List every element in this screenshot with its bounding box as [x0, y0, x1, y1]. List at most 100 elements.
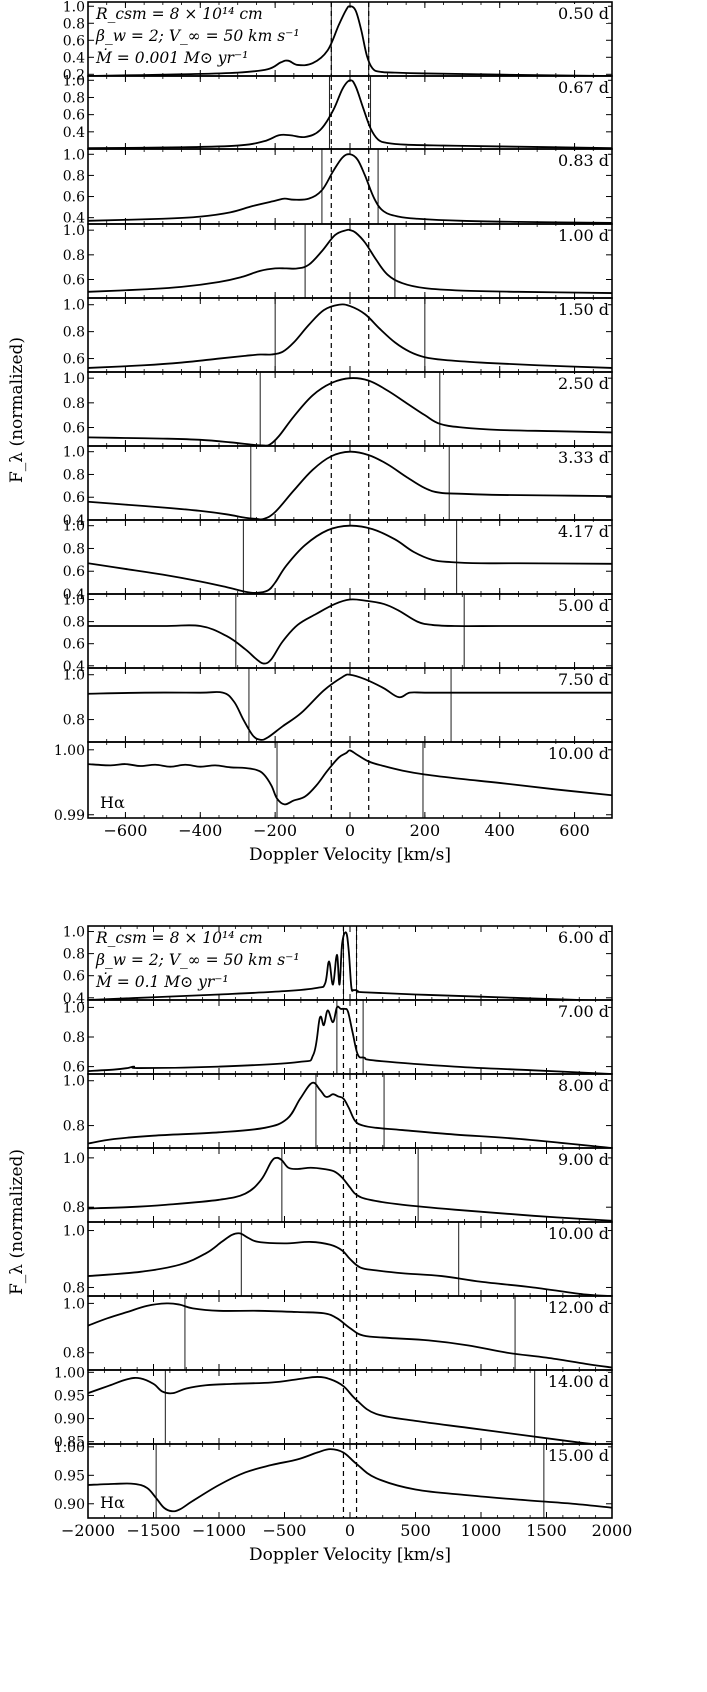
spectrum-line — [88, 1156, 612, 1222]
panel-frame — [87, 1147, 613, 1223]
y-tick-label: 0.95 — [54, 1468, 85, 1484]
spectrum-line — [88, 228, 612, 294]
epoch-label-bg — [553, 1150, 608, 1169]
epoch-label-bg — [553, 1372, 608, 1391]
panel-10.00d: 0.8 1.0 10.00 d — [63, 1221, 613, 1297]
line-label: Hα — [100, 793, 125, 812]
epoch-label-bg — [553, 1002, 608, 1021]
x-tick-label: 200 — [410, 821, 441, 840]
chart-1: 0.20.40.60.81.0 0.50 dR_csm = 8 × 10¹⁴ cm… — [7, 0, 613, 865]
y-tick-label: 1.0 — [63, 1296, 85, 1312]
panel-8.00d: 0.8 1.0 8.00 d — [63, 1073, 613, 1149]
epoch-label-bg — [553, 78, 608, 97]
y-tick-label: 0.8 — [63, 1119, 85, 1135]
panel-14.00d: 0.85 0.90 0.95 1.00 14.00 d — [54, 1365, 613, 1451]
epoch-label-bg — [553, 670, 608, 689]
y-tick-label: 0.2 — [63, 67, 85, 83]
y-tick-label: 1.0 — [63, 925, 85, 941]
y-tick-label: 0.8 — [63, 16, 85, 32]
spectrum-line — [88, 377, 612, 446]
panel-3.33d: 0.4 0.6 0.8 1.0 3.33 d — [63, 445, 613, 529]
panel-5.00d: 0.4 0.6 0.8 1.0 5.00 d — [63, 593, 613, 675]
y-tick-label: 0.8 — [63, 90, 85, 106]
spectrum-line — [88, 303, 612, 369]
spectrum-line — [88, 931, 607, 1000]
epoch-label: 0.67 d — [558, 78, 609, 97]
y-tick-label: 1.0 — [63, 73, 85, 89]
y-tick-label: 0.4 — [63, 513, 85, 529]
panel-0.83d: 0.4 0.6 0.8 1.0 0.83 d — [63, 147, 613, 227]
epoch-label: 3.33 d — [558, 448, 609, 467]
panel-frame — [87, 1295, 613, 1371]
spectrum-line — [88, 749, 612, 806]
annotation-line: β_w = 2; V_∞ = 50 km s⁻¹ — [95, 27, 300, 45]
panel-frame — [87, 999, 613, 1075]
epoch-label: 4.17 d — [558, 522, 609, 541]
epoch-label: 0.50 d — [558, 4, 609, 23]
y-tick-label: 0.6 — [63, 1060, 85, 1076]
y-tick-label: 0.95 — [54, 1388, 85, 1404]
panel-4.17d: 0.4 0.6 0.8 1.0 4.17 d — [63, 519, 613, 603]
y-tick-label: 0.8 — [63, 325, 85, 341]
spectrum-line — [88, 79, 612, 149]
x-tick-label: 0 — [345, 1521, 355, 1540]
y-axis-label: F_λ (normalized) — [7, 1149, 27, 1295]
annotation-line: Ṁ = 0.1 M⊙ yr⁻¹ — [95, 973, 229, 991]
x-tick-label: −400 — [178, 821, 222, 840]
epoch-label: 7.00 d — [558, 1002, 609, 1021]
y-tick-label: 1.00 — [54, 1365, 85, 1381]
y-tick-label: 1.0 — [63, 0, 85, 15]
panel-frame — [87, 667, 613, 743]
y-tick-label: 0.8 — [63, 396, 85, 412]
y-tick-label: 0.4 — [63, 125, 85, 141]
panel-frame — [87, 1443, 613, 1519]
epoch-label: 7.50 d — [558, 670, 609, 689]
panel-frame — [87, 1369, 613, 1445]
spectrum-line — [88, 450, 612, 520]
epoch-label-bg — [553, 1076, 608, 1095]
y-tick-label: 0.8 — [63, 168, 85, 184]
x-axis-label: Doppler Velocity [km/s] — [249, 1545, 451, 1565]
y-tick-label: 1.0 — [63, 1000, 85, 1016]
epoch-label-bg — [553, 522, 608, 541]
y-tick-label: 0.8 — [63, 541, 85, 557]
epoch-label: 0.83 d — [558, 151, 609, 170]
panel-0.50d: 0.20.40.60.81.0 0.50 d R_csm = 8 × 10¹⁴ cm… — [63, 0, 613, 83]
panel-frame — [87, 223, 613, 299]
y-tick-label: 0.90 — [54, 1497, 85, 1513]
y-tick-label: 0.6 — [63, 564, 85, 580]
panel-frame — [87, 445, 613, 521]
y-tick-label: 0.8 — [63, 1200, 85, 1216]
epoch-label: 1.00 d — [558, 226, 609, 245]
y-tick-label: 0.6 — [63, 190, 85, 206]
epoch-label-bg — [553, 744, 608, 763]
panel-7.50d: 0.8 1.0 7.50 d — [63, 667, 613, 743]
y-tick-label: 0.8 — [63, 615, 85, 631]
y-tick-label: 0.6 — [63, 352, 85, 368]
epoch-label: 1.50 d — [558, 300, 609, 319]
panel-1.50d: 0.6 0.8 1.0 1.50 d — [63, 297, 613, 373]
x-tick-label: 400 — [484, 821, 515, 840]
panel-frame — [87, 519, 613, 595]
panel-10.00d: 0.99 1.00 10.00 d Hα — [54, 741, 613, 824]
panel-frame — [87, 148, 613, 225]
epoch-label-bg — [553, 928, 608, 947]
y-tick-label: 0.4 — [63, 587, 85, 603]
y-axis-label: F_λ (normalized) — [7, 337, 27, 483]
y-tick-label: 0.6 — [63, 273, 85, 289]
x-tick-label: 1500 — [526, 1521, 567, 1540]
panel-frame — [87, 741, 613, 819]
line-label: Hα — [100, 1493, 125, 1512]
y-tick-label: 1.0 — [63, 1074, 85, 1090]
x-tick-label: 600 — [559, 821, 590, 840]
x-tick-label: 500 — [400, 1521, 431, 1540]
epoch-label: 2.50 d — [558, 374, 609, 393]
epoch-label-bg — [553, 374, 608, 393]
y-tick-label: 0.6 — [63, 969, 85, 985]
epoch-label: 9.00 d — [558, 1150, 609, 1169]
annotation-line: R_csm = 8 × 10¹⁴ cm — [95, 5, 263, 23]
chart-2: 0.40.60.81.0 6.00 dR_csm = 8 × 10¹⁴ cmβ_w… — [7, 925, 632, 1565]
spectrum-line — [88, 1232, 612, 1296]
panel-1.00d: 0.6 0.8 1.0 1.00 d — [63, 223, 613, 299]
